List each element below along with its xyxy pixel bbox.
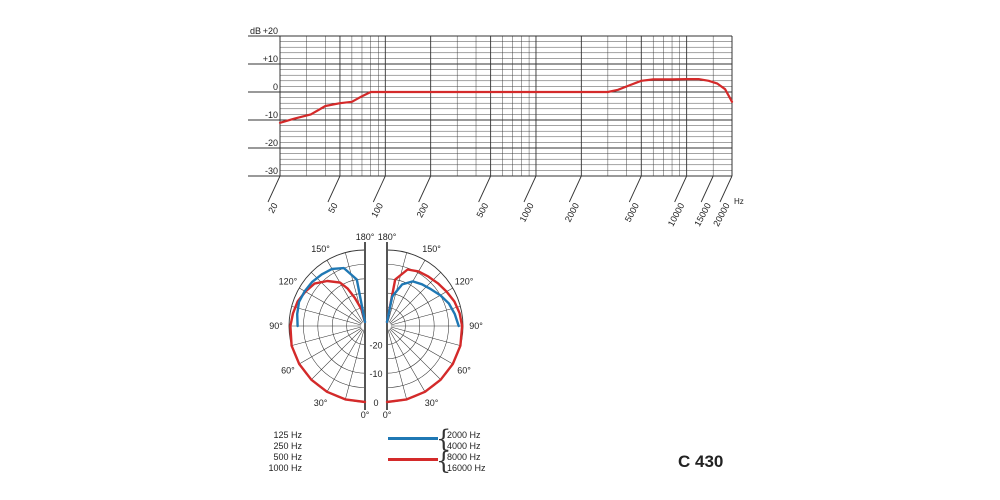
x-tick — [418, 175, 432, 203]
polar-angle-label: 120° — [455, 277, 474, 287]
polar-angle-label: 0° — [383, 410, 392, 420]
y-tick-label: +20 — [263, 26, 278, 36]
polar-spoke — [291, 326, 362, 346]
legend-low-frequencies: 125 Hz 250 Hz 500 Hz 1000 Hz — [262, 430, 302, 474]
x-tick — [327, 175, 341, 203]
polar-grid-right — [386, 249, 464, 403]
x-unit-label: Hz — [734, 197, 744, 206]
x-tick — [628, 175, 642, 203]
brace-icon: { — [436, 425, 452, 453]
x-tick — [267, 175, 281, 203]
polar-spoke — [299, 287, 362, 325]
legend-freq-label: 125 Hz — [273, 430, 302, 440]
legend-freq-label: 8000 Hz — [447, 452, 481, 462]
polar-spoke — [390, 306, 461, 326]
response-curve — [278, 77, 734, 124]
polar-spoke — [387, 252, 407, 323]
polar-angle-label: 0° — [361, 410, 370, 420]
polar-angle-label: 180° — [356, 232, 375, 242]
polar-spoke — [291, 306, 362, 326]
polar-curve — [385, 280, 460, 328]
polar-spoke — [299, 327, 362, 365]
legend-high-frequencies: 2000 Hz 4000 Hz 8000 Hz 16000 Hz — [447, 430, 486, 474]
legend-freq-label: 4000 Hz — [447, 441, 481, 451]
polar-radial-label: -20 — [369, 340, 382, 350]
y-tick-label: 0 — [273, 82, 278, 92]
x-tick — [523, 175, 537, 203]
legend-freq-label: 1000 Hz — [268, 463, 302, 473]
polar-divider — [364, 242, 366, 410]
legend-freq-label: 500 Hz — [273, 452, 302, 462]
model-name: C 430 — [678, 452, 724, 471]
polar-spoke — [345, 252, 365, 323]
polar-curve — [289, 279, 367, 404]
polar-spoke — [390, 287, 453, 325]
polar-angle-label: 30° — [425, 398, 439, 408]
polar-divider — [386, 242, 388, 410]
polar-angle-label: 60° — [457, 366, 471, 376]
legend-swatch-blue — [388, 437, 438, 440]
legend-freq-label: 250 Hz — [273, 441, 302, 451]
x-tick-label: 20 — [266, 201, 280, 215]
legend-freq-label: 16000 Hz — [447, 463, 486, 473]
polar-spoke — [311, 272, 363, 324]
x-tick — [478, 175, 492, 203]
polar-spoke — [390, 327, 453, 365]
polar-angle-label: 30° — [314, 398, 328, 408]
polar-curve — [296, 266, 367, 328]
x-tick — [719, 175, 733, 203]
polar-spoke — [326, 329, 364, 392]
polar-radial-label: 0 — [373, 398, 378, 408]
polar-spoke — [311, 328, 363, 380]
x-tick — [372, 175, 386, 203]
polar-spoke — [326, 260, 364, 323]
brace-icon: { — [436, 447, 452, 475]
x-tick — [674, 175, 688, 203]
polar-angle-label: 90° — [469, 321, 483, 331]
polar-curve — [385, 268, 464, 404]
grid — [279, 35, 733, 177]
x-tick — [568, 175, 582, 203]
y-tick-label: +10 — [263, 54, 278, 64]
polar-spoke — [387, 329, 407, 400]
polar-radial-label: -10 — [369, 369, 382, 379]
polar-spoke — [390, 326, 461, 346]
y-tick-label: -10 — [265, 110, 278, 120]
x-tick-label: 50 — [326, 201, 340, 215]
x-tick — [700, 175, 714, 203]
polar-spoke — [389, 328, 441, 380]
polar-spoke — [345, 329, 365, 400]
polar-spoke — [388, 329, 426, 392]
legend-swatch-red — [388, 458, 438, 461]
polar-angle-label: 120° — [279, 277, 298, 287]
legend-freq-label: 2000 Hz — [447, 430, 481, 440]
polar-angle-label: 90° — [269, 321, 283, 331]
polar-angle-label: 150° — [311, 244, 330, 254]
polar-angle-label: 180° — [378, 232, 397, 242]
polar-angle-label: 60° — [281, 366, 295, 376]
y-unit-label: dB — [250, 26, 261, 36]
polar-angle-label: 150° — [422, 244, 441, 254]
y-tick-label: -30 — [265, 166, 278, 176]
y-tick-label: -20 — [265, 138, 278, 148]
